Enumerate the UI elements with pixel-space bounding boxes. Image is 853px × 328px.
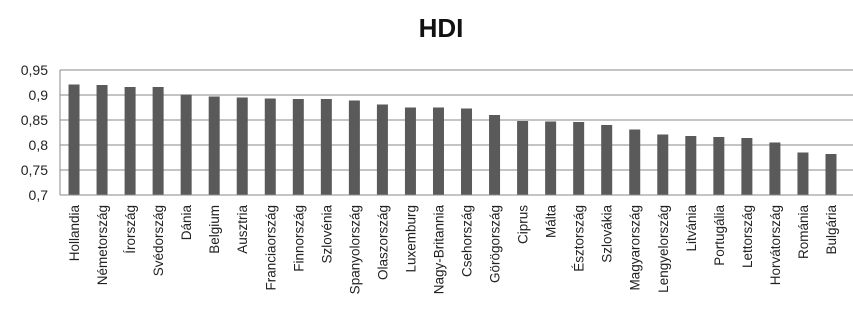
x-category-label: Finnország xyxy=(291,205,306,272)
x-category-label: Magyarország xyxy=(628,205,643,291)
y-tick-label: 0,95 xyxy=(21,62,48,78)
x-category-label: Spanyolország xyxy=(347,205,362,294)
x-category-label: Olaszország xyxy=(375,205,390,280)
x-category-label: Ciprus xyxy=(516,205,531,244)
x-category-label: Görögország xyxy=(488,205,503,283)
bar xyxy=(461,108,473,195)
x-category-label: Csehország xyxy=(460,205,475,277)
x-category-label: Írország xyxy=(123,205,138,254)
bars xyxy=(68,84,837,195)
x-category-label: Litvánia xyxy=(684,205,699,252)
x-category-label: Portugália xyxy=(712,205,727,266)
bar xyxy=(825,154,837,195)
bar xyxy=(685,136,697,195)
bar xyxy=(797,152,809,195)
bar xyxy=(432,107,444,195)
y-tick-label: 0,9 xyxy=(29,87,49,103)
x-category-label: Hollandia xyxy=(67,205,82,262)
x-category-label: Lengyelország xyxy=(656,205,671,293)
y-axis-tick-labels: 0,7 0,75 0,8 0,85 0,9 0,95 xyxy=(21,62,48,203)
bar xyxy=(517,121,529,195)
x-category-label: Horvátország xyxy=(768,205,783,285)
y-tick-label: 0,7 xyxy=(29,187,49,203)
bar xyxy=(741,138,753,195)
bar xyxy=(376,104,388,195)
bar xyxy=(573,122,585,195)
x-category-label: Svédország xyxy=(151,205,166,276)
x-category-label: Románia xyxy=(796,205,811,260)
x-axis-category-labels: Hollandia Németország Írország Svédország Dá… xyxy=(67,205,839,295)
bar xyxy=(404,107,416,195)
y-tick-label: 0,8 xyxy=(29,137,49,153)
bar xyxy=(96,85,108,195)
bar xyxy=(489,115,501,195)
x-category-label: Málta xyxy=(544,205,559,239)
bar xyxy=(292,99,304,195)
bar xyxy=(769,142,781,195)
bar xyxy=(236,97,248,195)
bar xyxy=(713,137,725,195)
bar xyxy=(657,134,669,195)
x-category-label: Nagy-Britannia xyxy=(431,205,446,295)
x-category-label: Ausztria xyxy=(235,205,250,254)
y-tick-label: 0,75 xyxy=(21,162,48,178)
bar xyxy=(629,129,641,195)
x-category-label: Belgium xyxy=(207,205,222,254)
bar xyxy=(348,100,360,195)
bar xyxy=(264,98,276,195)
x-category-label: Luxemburg xyxy=(403,205,418,273)
x-category-label: Szlovénia xyxy=(319,205,334,264)
chart-title: HDI xyxy=(419,13,464,43)
bar xyxy=(68,84,80,195)
bar xyxy=(208,96,220,195)
x-category-label: Dánia xyxy=(179,205,194,241)
bar xyxy=(601,125,613,195)
x-category-label: Észtország xyxy=(572,205,587,272)
bar xyxy=(152,87,164,195)
gridlines xyxy=(60,69,853,171)
bar xyxy=(320,99,332,195)
x-category-label: Franciaország xyxy=(263,205,278,291)
x-category-label: Bulgária xyxy=(824,205,839,255)
bar xyxy=(180,94,192,195)
x-category-label: Németország xyxy=(95,205,110,285)
bar xyxy=(545,121,557,195)
bar xyxy=(124,87,136,195)
x-category-label: Lettország xyxy=(740,205,755,268)
x-category-label: Szlovákia xyxy=(600,205,615,263)
y-tick-label: 0,85 xyxy=(21,112,48,128)
